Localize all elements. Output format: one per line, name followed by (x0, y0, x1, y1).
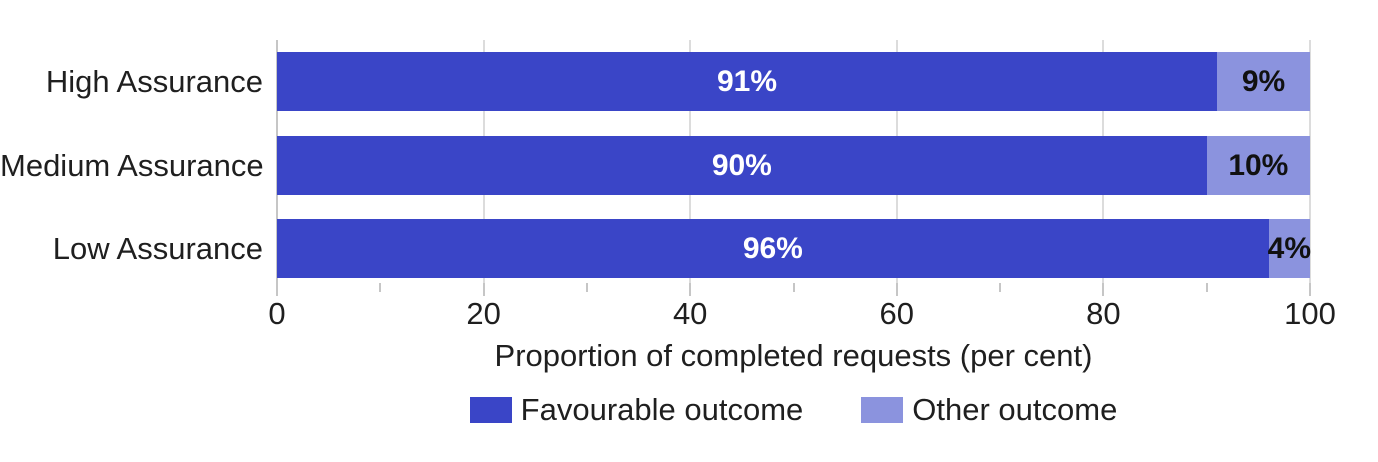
bar-value-label: 9% (1241, 64, 1286, 98)
x-tick-40 (689, 283, 692, 296)
bar-track: 96% 4% (277, 219, 1312, 278)
bar-value-label: 4% (1267, 231, 1312, 265)
x-tick-label-80: 80 (1086, 296, 1121, 331)
x-axis-ticks (276, 283, 1311, 299)
bar-segment-other[interactable]: 10% (1206, 136, 1310, 195)
category-label-medium-assurance: Medium Assurance (0, 148, 264, 183)
x-tick-10 (379, 283, 382, 292)
bar-segment-favourable[interactable]: 96% (277, 219, 1269, 278)
x-tick-label-100: 100 (1284, 296, 1336, 331)
bar-segment-other[interactable]: 4% (1267, 219, 1312, 278)
legend-label: Favourable outcome (520, 392, 804, 427)
other-swatch-icon (861, 397, 904, 423)
bar-segment-favourable[interactable]: 91% (277, 52, 1218, 111)
legend-label: Other outcome (912, 392, 1118, 427)
category-label-low-assurance: Low Assurance (52, 231, 263, 266)
bar-segment-favourable[interactable]: 90% (277, 136, 1207, 195)
x-tick-60 (895, 283, 898, 296)
bar-row-medium-assurance: Medium Assurance 90% 10% (0, 136, 1378, 195)
x-tick-100 (1309, 283, 1311, 296)
x-tick-20 (482, 283, 485, 296)
x-tick-label-60: 60 (879, 296, 915, 331)
bar-track: 90% 10% (277, 136, 1310, 195)
legend-entry-other[interactable]: Other outcome (861, 392, 1117, 428)
x-tick-90 (1205, 283, 1208, 292)
bar-value-label: 91% (716, 64, 778, 98)
legend: Favourable outcome Other outcome (277, 392, 1310, 428)
bar-value-label: 90% (711, 148, 772, 182)
x-tick-0 (276, 283, 278, 296)
x-tick-label-20: 20 (466, 296, 501, 331)
bar-segment-other[interactable]: 9% (1217, 52, 1310, 111)
gridline-100 (1309, 40, 1311, 283)
x-tick-30 (585, 283, 588, 292)
bar-value-label: 96% (742, 231, 803, 265)
x-tick-70 (999, 283, 1002, 292)
x-tick-80 (1102, 283, 1105, 296)
favourable-swatch-icon (469, 397, 512, 423)
bar-row-low-assurance: Low Assurance 96% 4% (0, 219, 1378, 278)
x-tick-label-40: 40 (672, 296, 708, 331)
bar-value-label: 10% (1228, 148, 1289, 182)
x-tick-label-0: 0 (268, 296, 286, 331)
x-axis-tick-labels: 0 20 40 60 80 100 (268, 295, 1335, 335)
x-axis-title: Proportion of completed requests (per ce… (494, 338, 1093, 373)
bar-track: 91% 9% (277, 52, 1310, 111)
x-tick-50 (792, 283, 795, 292)
legend-entry-favourable[interactable]: Favourable outcome (469, 392, 804, 428)
category-label-high-assurance: High Assurance (45, 64, 263, 99)
bar-row-high-assurance: High Assurance 91% 9% (0, 52, 1378, 111)
